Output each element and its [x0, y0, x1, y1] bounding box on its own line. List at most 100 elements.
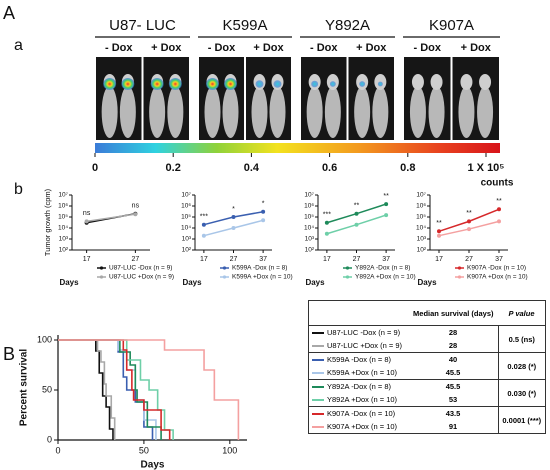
panel-label: B: [3, 344, 15, 364]
survival-curve: [58, 339, 240, 440]
y-tick-label: 100: [37, 334, 52, 344]
panel-label: b: [14, 181, 23, 198]
row-swatch: [312, 426, 324, 429]
condition-label: - Dox: [208, 42, 236, 54]
x-tick-label: 50: [139, 445, 149, 455]
signal: [329, 81, 336, 87]
x-tick-label: 27: [230, 256, 238, 263]
row-swatch: [312, 345, 324, 348]
legend-label: U87-LUC +Dox (n = 9): [109, 274, 174, 281]
median-survival: 45.5: [445, 368, 461, 377]
mouse-body: [458, 86, 475, 138]
y-tick-label: 10³: [182, 236, 192, 243]
survival-curve: [58, 339, 171, 440]
data-point: [261, 218, 266, 223]
y-tick-label: 10⁷: [416, 192, 426, 199]
condition-label: + Dox: [253, 42, 284, 54]
table-row: U87-LUC +Dox (n = 9) 28: [309, 339, 546, 353]
y-tick-label: 10²: [305, 247, 315, 254]
data-point: [324, 231, 329, 236]
y-tick-label: 10⁴: [416, 225, 426, 232]
condition-label: - Dox: [310, 42, 338, 54]
signal: [273, 80, 282, 88]
x-axis-label: Days: [59, 278, 79, 287]
legend-label: U87-LUC -Dox (n = 9): [109, 265, 172, 272]
colorbar-tick-label: 0.2: [166, 162, 181, 174]
panel-label: A: [3, 3, 15, 23]
survival-curve: [58, 339, 154, 440]
series-line: [86, 213, 136, 223]
row-swatch: [312, 399, 324, 402]
mouse-body: [428, 86, 445, 138]
table-row: K907A -Dox (n = 10) 43.5 0.0001 (***): [308, 406, 546, 434]
row-label: K599A +Dox (n = 10): [309, 366, 409, 380]
median-survival: 28: [448, 341, 458, 350]
signal: [168, 78, 182, 90]
mouse-body: [269, 86, 286, 138]
survival-curve: [58, 339, 114, 440]
mouse-body: [101, 86, 118, 138]
group-header: Y892A: [325, 17, 370, 34]
x-tick-label: 0: [55, 445, 60, 455]
data-point: [84, 219, 89, 224]
legend-marker: [99, 266, 104, 270]
survival-table: Median survival (days) P value U87-LUC -Do…: [308, 300, 546, 434]
significance: **: [496, 198, 502, 205]
header-cell: Median survival (days): [408, 300, 499, 326]
data-point: [467, 227, 471, 232]
significance: ***: [200, 214, 208, 221]
signal: [103, 78, 117, 90]
significance: ***: [323, 212, 331, 219]
mouse-body: [372, 86, 389, 138]
x-tick-label: 37: [259, 256, 267, 263]
median-survival: 28: [408, 325, 499, 339]
significance: **: [354, 203, 360, 210]
mouse-head: [411, 74, 424, 90]
group-header: U87- LUC: [109, 17, 176, 34]
row-label-text: K599A -Dox (n = 8): [327, 355, 391, 364]
survival-curve: [58, 339, 162, 440]
colorbar-tick-label: 0.8: [400, 162, 415, 174]
y-tick-label: 10⁴: [58, 225, 68, 232]
x-tick-label: 37: [382, 256, 390, 263]
legend-marker: [222, 275, 227, 279]
data-point: [384, 213, 389, 218]
x-tick-label: 17: [83, 256, 91, 263]
y-tick-label: 10⁵: [304, 214, 314, 221]
y-tick-label: 10³: [59, 236, 69, 243]
mouse-head: [430, 74, 443, 90]
row-label-text: K599A +Dox (n = 10): [327, 368, 398, 377]
y-axis-label: Tumor growth (cpm): [43, 188, 52, 256]
significance: ns: [83, 210, 91, 217]
median-survival: 53: [448, 395, 458, 404]
mouse-body: [119, 86, 136, 138]
legend-marker: [457, 275, 462, 279]
image-panel: [404, 57, 451, 140]
mouse-body: [409, 86, 426, 138]
x-axis-label: Days: [141, 460, 165, 470]
data-point: [437, 229, 441, 234]
mouse-body: [251, 86, 268, 138]
y-tick-label: 10⁶: [304, 203, 314, 210]
colorbar-unit: counts: [481, 178, 514, 189]
p-value: 0.0001 (***): [497, 406, 546, 434]
y-tick-label: 10⁷: [304, 192, 314, 199]
significance: **: [383, 193, 389, 200]
group-header: K907A: [429, 17, 474, 34]
row-swatch: [312, 413, 324, 416]
y-tick-label: 10³: [305, 236, 315, 243]
data-point: [231, 226, 236, 230]
x-tick-label: 27: [131, 256, 139, 263]
legend-marker: [345, 266, 350, 270]
signal: [224, 78, 237, 90]
legend-label: K599A +Dox (n = 10): [232, 274, 293, 281]
y-tick-label: 10²: [417, 247, 427, 254]
signal: [121, 78, 135, 90]
mouse-body: [477, 86, 494, 138]
median-survival: 45.5: [408, 379, 499, 393]
data-point: [201, 222, 206, 227]
x-axis-label: Days: [305, 278, 325, 287]
signal: [255, 80, 264, 88]
